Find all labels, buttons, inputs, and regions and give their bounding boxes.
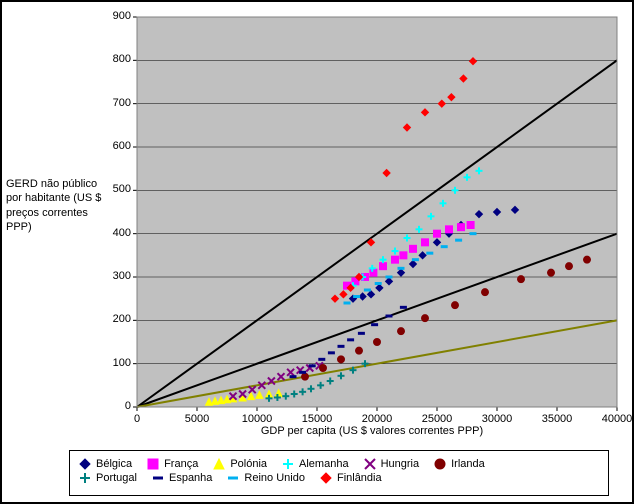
- legend-swatch: [363, 457, 377, 471]
- legend-swatch: [433, 457, 447, 471]
- y-tick-label: 400: [101, 227, 131, 239]
- y-tick-label: 900: [101, 10, 131, 22]
- marker-square: [400, 252, 407, 259]
- marker-square: [467, 222, 474, 229]
- legend-marker-icon: [433, 457, 447, 471]
- marker-circle: [302, 373, 309, 380]
- legend-label: Irlanda: [451, 458, 485, 470]
- legend-swatch: [78, 457, 92, 471]
- legend-item: Finlândia: [319, 471, 382, 485]
- legend-marker-icon: [363, 457, 377, 471]
- y-tick-label: 100: [101, 357, 131, 369]
- legend-label: Reino Unido: [244, 472, 305, 484]
- legend-marker-icon: [151, 471, 165, 485]
- marker-circle: [338, 356, 345, 363]
- marker-square: [392, 256, 399, 263]
- y-tick-label: 500: [101, 183, 131, 195]
- marker-triangle: [214, 459, 224, 469]
- marker-diamond: [321, 473, 331, 483]
- plot-area: [137, 17, 617, 407]
- y-tick-label: 300: [101, 270, 131, 282]
- legend-label: Bélgica: [96, 458, 132, 470]
- y-tick-label: 700: [101, 97, 131, 109]
- legend-item: Reino Unido: [226, 471, 305, 485]
- x-tick-label: 25000: [417, 413, 457, 425]
- y-tick-label: 200: [101, 313, 131, 325]
- legend-item: Irlanda: [433, 457, 485, 471]
- y-tick-label: 0: [101, 400, 131, 412]
- marker-circle: [482, 289, 489, 296]
- x-tick-label: 35000: [537, 413, 577, 425]
- marker-circle: [374, 339, 381, 346]
- marker-circle: [452, 302, 459, 309]
- legend-item: Espanha: [151, 471, 212, 485]
- legend-label: Portugal: [96, 472, 137, 484]
- legend-swatch: [212, 457, 226, 471]
- x-tick-label: 20000: [357, 413, 397, 425]
- legend-label: Hungria: [381, 458, 420, 470]
- marker-square: [370, 269, 377, 276]
- legend-label: Espanha: [169, 472, 212, 484]
- legend-swatch: [146, 457, 160, 471]
- legend-row: Bélgica França Polónia Alemanha Hungria Irlan…: [78, 457, 600, 471]
- legend-swatch: [226, 471, 240, 485]
- x-tick-label: 10000: [237, 413, 277, 425]
- legend-swatch: [151, 471, 165, 485]
- legend-swatch: [78, 471, 92, 485]
- legend-marker-icon: [146, 457, 160, 471]
- marker-square: [410, 245, 417, 252]
- marker-circle: [422, 315, 429, 322]
- marker-circle: [518, 276, 525, 283]
- y-tick-label: 600: [101, 140, 131, 152]
- legend-label: Alemanha: [299, 458, 349, 470]
- marker-square: [148, 459, 158, 469]
- legend-box: Bélgica França Polónia Alemanha Hungria Irlan…: [69, 450, 609, 496]
- legend-swatch: [319, 471, 333, 485]
- marker-square: [422, 239, 429, 246]
- legend-marker-icon: [281, 457, 295, 471]
- chart-area: GERD não público por habitante (US $ pre…: [2, 2, 632, 502]
- legend-label: França: [164, 458, 198, 470]
- marker-square: [446, 226, 453, 233]
- x-tick-label: 30000: [477, 413, 517, 425]
- legend-label: Finlândia: [337, 472, 382, 484]
- legend-label: Polónia: [230, 458, 267, 470]
- x-axis-label: GDP per capita (US $ valores correntes P…: [232, 425, 512, 437]
- legend-item: França: [146, 457, 198, 471]
- marker-square: [380, 263, 387, 270]
- legend-item: Hungria: [363, 457, 420, 471]
- legend-item: Portugal: [78, 471, 137, 485]
- marker-square: [434, 230, 441, 237]
- legend-item: Alemanha: [281, 457, 349, 471]
- legend-marker-icon: [78, 471, 92, 485]
- y-tick-label: 800: [101, 53, 131, 65]
- legend-marker-icon: [78, 457, 92, 471]
- legend-item: Bélgica: [78, 457, 132, 471]
- legend-marker-icon: [212, 457, 226, 471]
- legend-row: Portugal Espanha Reino Unido Finlândia: [78, 471, 600, 485]
- legend-swatch: [281, 457, 295, 471]
- x-tick-label: 5000: [177, 413, 217, 425]
- marker-diamond: [80, 459, 90, 469]
- marker-circle: [435, 459, 445, 469]
- legend-marker-icon: [319, 471, 333, 485]
- x-tick-label: 0: [117, 413, 157, 425]
- marker-circle: [566, 263, 573, 270]
- marker-circle: [548, 269, 555, 276]
- legend-marker-icon: [226, 471, 240, 485]
- marker-circle: [320, 365, 327, 372]
- marker-circle: [584, 256, 591, 263]
- x-tick-label: 15000: [297, 413, 337, 425]
- marker-circle: [398, 328, 405, 335]
- x-tick-label: 40000: [597, 413, 634, 425]
- legend-item: Polónia: [212, 457, 267, 471]
- marker-circle: [356, 347, 363, 354]
- chart-frame: GERD não público por habitante (US $ pre…: [0, 0, 634, 504]
- marker-square: [458, 224, 465, 231]
